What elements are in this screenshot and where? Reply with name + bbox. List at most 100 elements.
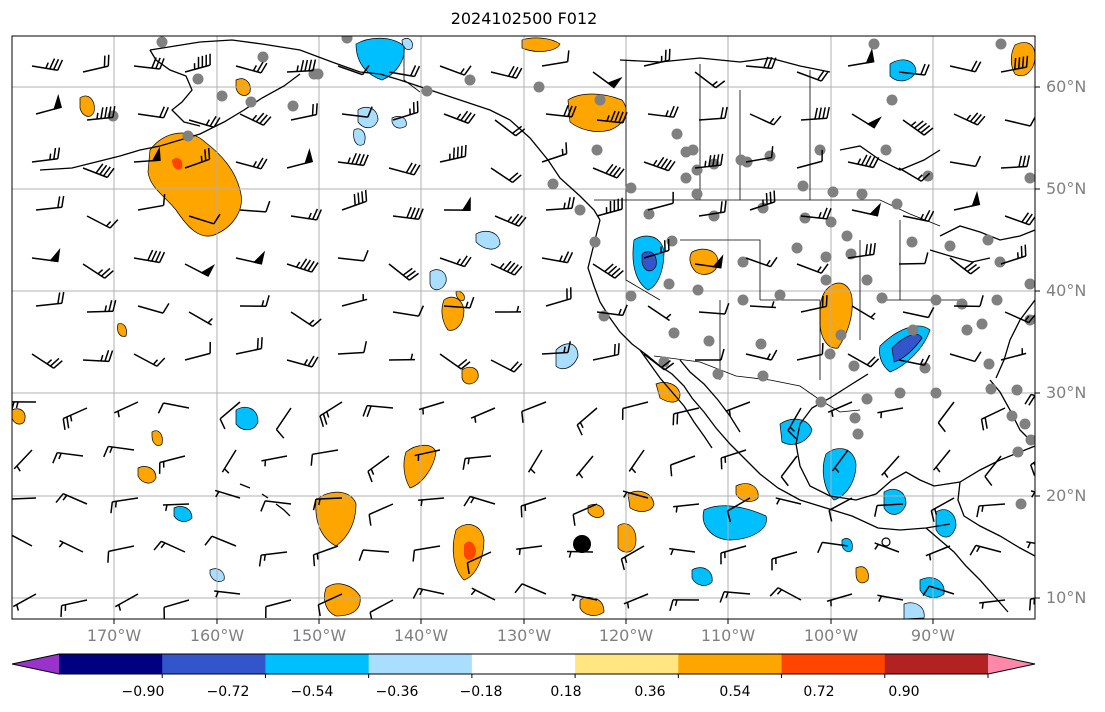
- lon-label-90w: 90°W: [910, 626, 956, 645]
- wind-barb: [796, 69, 829, 82]
- station-marker: [658, 356, 670, 368]
- shade-lightblue-region: [429, 269, 447, 291]
- wind-barb: [494, 119, 526, 137]
- wind-barb: [949, 351, 982, 363]
- station-marker: [907, 324, 919, 336]
- wind-barb: [874, 542, 900, 553]
- wind-barb: [412, 587, 445, 599]
- wind-barb: [239, 295, 270, 308]
- wind-barb: [769, 587, 802, 601]
- station-marker: [1019, 418, 1031, 430]
- lat-label-30n: 30°N: [1046, 383, 1087, 402]
- wind-barb: [1030, 490, 1035, 498]
- alaska-peninsula-coast: [39, 73, 301, 171]
- wind-barb: [337, 250, 369, 262]
- alaska-coast: [149, 39, 601, 221]
- wind-barb: [520, 497, 547, 518]
- colorbar-tick-label: 0.54: [719, 684, 751, 700]
- wind-barb: [541, 142, 568, 163]
- wind-barb: [521, 401, 547, 423]
- wind-barb: [367, 455, 390, 483]
- station-marker: [703, 335, 715, 347]
- station-marker: [574, 204, 586, 216]
- wind-barb: [388, 65, 421, 78]
- station-marker: [815, 396, 827, 408]
- station-marker: [835, 329, 847, 341]
- shade-orange-region: [521, 37, 561, 52]
- station-marker: [257, 51, 269, 63]
- wind-barb: [312, 545, 339, 567]
- shaded-regions: [12, 37, 1035, 619]
- shade-blue-region: [235, 407, 259, 431]
- station-markers: [107, 36, 1035, 510]
- wind-barb: [137, 194, 166, 211]
- wind-barb: [698, 200, 727, 217]
- wind-barb: [647, 191, 674, 211]
- wind-barb: [643, 48, 671, 67]
- wind-barb: [796, 342, 824, 361]
- colorbar-tick-label: −0.18: [459, 684, 503, 700]
- wind-barb: [494, 213, 527, 227]
- wind-barb: [647, 105, 679, 118]
- us-west-coast: [587, 219, 951, 531]
- wind-barb: [826, 593, 853, 607]
- station-marker: [533, 81, 545, 93]
- wind-barb: [188, 213, 221, 225]
- station-marker: [824, 348, 836, 360]
- wind-barb: [719, 591, 751, 603]
- wind-barb: [621, 401, 649, 420]
- station-marker: [594, 94, 606, 106]
- wind-barb: [184, 341, 211, 361]
- colorbar-tick-label: −0.72: [206, 684, 250, 700]
- station-marker: [245, 96, 257, 108]
- station-marker: [691, 164, 703, 176]
- shade-orange-region: [12, 408, 26, 425]
- wind-barb: [796, 149, 823, 169]
- colorbar-outline: [11, 653, 1036, 675]
- wind-barb: [312, 497, 343, 511]
- small-circle-marker: [881, 537, 891, 547]
- wind-barb: [877, 594, 904, 602]
- wind-barb: [188, 311, 213, 326]
- station-marker: [668, 327, 680, 339]
- wind-barb: [137, 303, 170, 314]
- wind-barb: [466, 551, 492, 575]
- wind-barb: [82, 263, 114, 279]
- wind-barb: [490, 260, 523, 276]
- wind-barb: [103, 445, 135, 458]
- wind-barb: [669, 455, 696, 477]
- wind-barb: [780, 455, 798, 487]
- colorbar-swatch: [368, 654, 473, 674]
- wind-barb: [745, 146, 774, 163]
- wind-barb: [979, 599, 1006, 609]
- wind-barb: [592, 263, 624, 279]
- wind-barb: [188, 116, 221, 128]
- colorbar-tick-label: 0.36: [634, 684, 666, 700]
- station-marker: [930, 387, 942, 399]
- wind-barb: [953, 295, 984, 308]
- gulf-mexico-coast: [795, 373, 1035, 501]
- wind-barb: [847, 154, 880, 169]
- wind-barb: [592, 71, 623, 89]
- wind-barb: [443, 110, 476, 124]
- wind-barb: [881, 455, 900, 478]
- wind-barb: [745, 256, 778, 268]
- colorbar-swatch: [265, 654, 370, 674]
- station-marker: [680, 146, 692, 158]
- wind-barb: [86, 106, 116, 121]
- wind-barb: [12, 497, 37, 500]
- wind-barb: [392, 100, 419, 121]
- wind-barb: [847, 353, 880, 368]
- wind-barb: [62, 407, 88, 430]
- wind-barb: [388, 263, 420, 281]
- wind-barb: [31, 58, 64, 71]
- shade-orange-region: [79, 95, 95, 117]
- wind-barb: [310, 449, 339, 466]
- wind-barb: [541, 251, 574, 264]
- wind-barb: [337, 64, 370, 76]
- wind-barb: [953, 112, 986, 126]
- shade-lightblue-region: [903, 602, 925, 619]
- wind-barb: [596, 110, 628, 124]
- central-america-caribbean-coast: [957, 481, 1035, 557]
- wind-barb: [745, 349, 778, 361]
